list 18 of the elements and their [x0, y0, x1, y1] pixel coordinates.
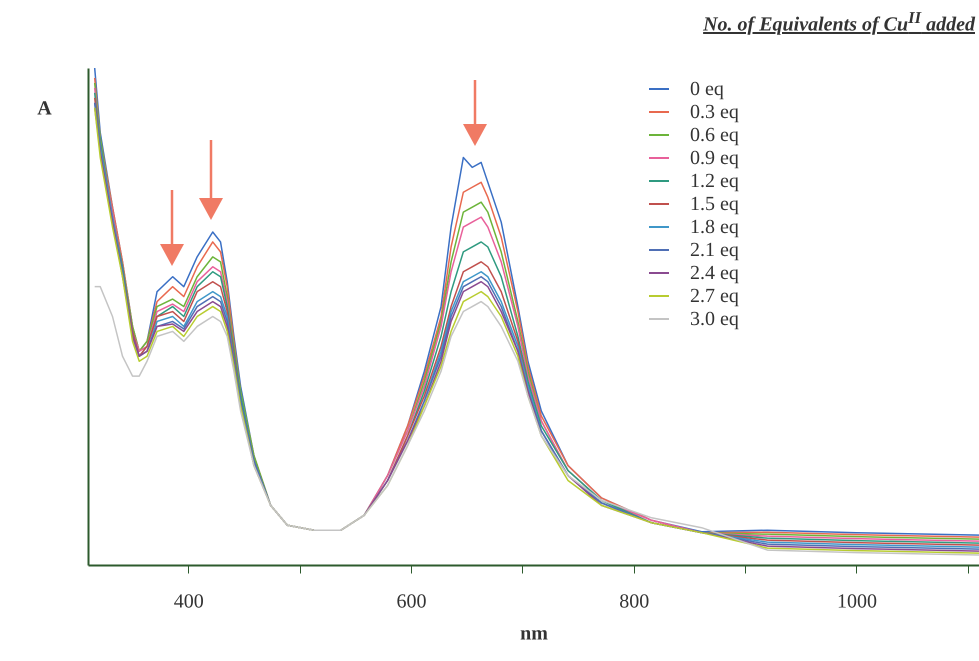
legend-label: 0.6 eq	[690, 124, 739, 146]
x-tick-label: 400	[174, 590, 204, 612]
y-axis-title: A	[37, 98, 52, 120]
legend-label: 0.3 eq	[690, 101, 739, 123]
legend-label: 2.4 eq	[690, 262, 739, 284]
legend-label: 0.9 eq	[690, 147, 739, 169]
legend-label: 1.5 eq	[690, 193, 739, 215]
x-axis-title: nm	[520, 622, 548, 644]
legend-label: 1.2 eq	[690, 170, 739, 192]
legend-title: No. of Equivalents of Cu$^{II}$ added	[702, 8, 975, 37]
legend-label: 0 eq	[690, 78, 724, 100]
legend-label: 1.8 eq	[690, 216, 739, 238]
x-tick-label: 800	[619, 590, 650, 612]
x-tick-label: 1000	[836, 590, 877, 612]
legend-label: 2.1 eq	[690, 239, 739, 261]
x-tick-label: 600	[396, 590, 426, 612]
legend-label: 3.0 eq	[690, 308, 739, 330]
legend-label: 2.7 eq	[690, 285, 739, 307]
